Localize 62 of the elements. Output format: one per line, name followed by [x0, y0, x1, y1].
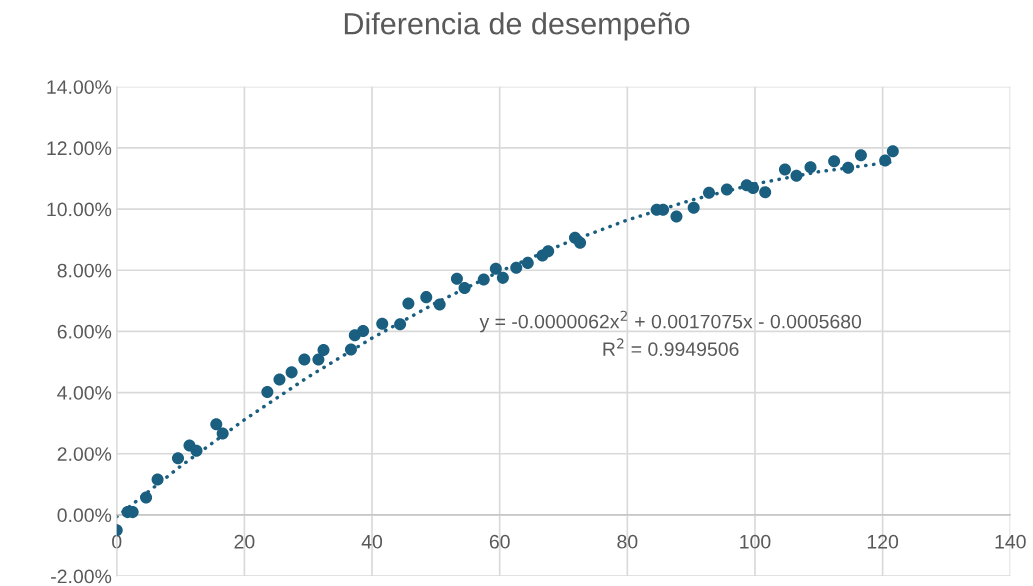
point — [778, 163, 791, 176]
y-tick-label: 8.00% — [57, 263, 112, 278]
point — [489, 262, 502, 275]
point — [510, 261, 523, 274]
point — [402, 297, 415, 310]
y-tick-label: 0.00% — [57, 508, 112, 523]
y-tick-label: -2.00% — [51, 569, 112, 584]
point — [542, 245, 555, 258]
annotation: R$^{2}$ = 0.9949506 — [603, 338, 739, 357]
point — [273, 373, 286, 386]
x-tick-label: 20 — [234, 534, 255, 549]
y-tick-label: 10.00% — [47, 202, 112, 217]
point — [458, 281, 471, 294]
point — [687, 201, 700, 214]
y-tick-label: 12.00% — [47, 141, 112, 156]
point — [210, 418, 223, 431]
point — [171, 452, 185, 465]
point — [759, 186, 772, 199]
point — [879, 154, 892, 167]
point — [521, 256, 534, 269]
point — [450, 272, 463, 285]
point — [703, 186, 716, 199]
point — [190, 444, 203, 457]
point — [670, 210, 683, 223]
point — [285, 366, 298, 379]
point — [317, 344, 330, 357]
point — [151, 473, 164, 486]
point — [790, 169, 803, 182]
point — [842, 161, 855, 174]
point — [394, 318, 407, 331]
point — [433, 298, 446, 311]
point — [496, 271, 509, 284]
point — [216, 427, 229, 440]
x-tick-label: 60 — [489, 534, 510, 549]
y-tick-label: 2.00% — [57, 447, 112, 461]
y-tick-label: 6.00% — [57, 324, 112, 339]
point — [886, 145, 899, 158]
point — [420, 291, 433, 304]
x-tick-label: 100 — [740, 534, 771, 549]
point — [312, 353, 325, 366]
x-tick-label: 0 — [112, 534, 122, 549]
point — [720, 183, 733, 196]
annotation: y = -0.0000062x$^{2}$ + 0.0017075x - 0.0005680 — [479, 310, 862, 333]
point — [747, 181, 760, 194]
x-tick-label: 40 — [361, 534, 383, 549]
point — [828, 155, 841, 168]
y-tick-label: 14.00% — [47, 80, 112, 94]
point — [261, 385, 274, 398]
point — [344, 343, 357, 356]
point — [140, 491, 153, 504]
point — [376, 317, 389, 330]
x-tick-label: 140 — [995, 534, 1026, 549]
chart-title: Diferencia de desempeño — [344, 12, 690, 41]
y-tick-label: 4.00% — [57, 386, 112, 400]
point — [804, 161, 817, 174]
x-tick-label: 120 — [867, 534, 899, 549]
point — [298, 353, 311, 366]
point — [357, 325, 370, 338]
x-tick-label: 80 — [617, 534, 638, 549]
point — [574, 236, 587, 249]
point — [854, 149, 867, 162]
point — [477, 273, 490, 286]
